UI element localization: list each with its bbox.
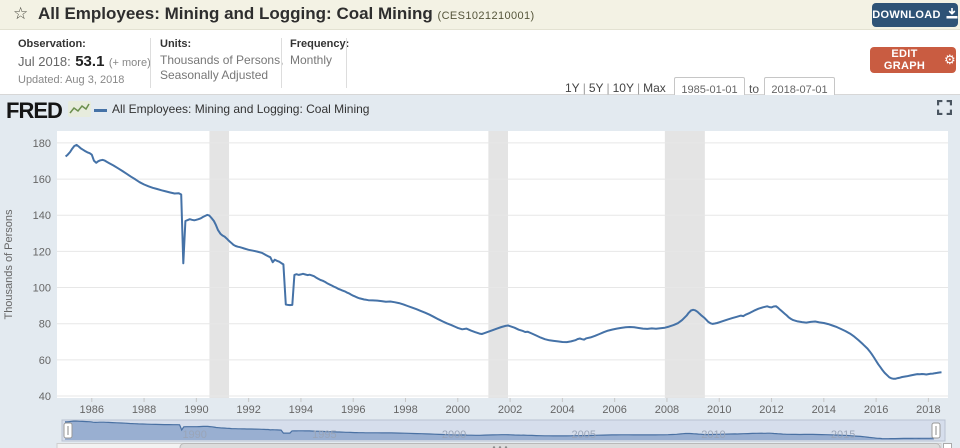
navigator-year-label: 2005 (572, 429, 596, 441)
download-button-label: DOWNLOAD (872, 9, 941, 21)
x-axis-tick-label: 2010 (707, 404, 731, 416)
favorite-star-icon[interactable]: ☆ (13, 4, 29, 23)
navigator-area (65, 421, 934, 440)
main-chart-svg: 40 60 80 100 120 140 160 180 1986 1988 1990 1992 199… (3, 131, 952, 448)
x-axis-tick-label: 2008 (655, 404, 679, 416)
units-label: Units: (160, 38, 192, 50)
units-block: Units: Thousands of Persons, Seasonally … (160, 38, 283, 83)
x-axis-tick-label: 1988 (132, 404, 156, 416)
y-axis-tick-label: 60 (39, 355, 51, 367)
legend-label: All Employees: Mining and Logging: Coal … (112, 102, 370, 116)
range-option-10y[interactable]: 10Y (612, 81, 634, 95)
title-bar: ☆ All Employees: Mining and Logging: Coa… (0, 0, 960, 30)
range-selector: 1Y | 5Y | 10Y | Max (565, 81, 666, 95)
navigator-year-label: 2015 (831, 429, 855, 441)
y-axis-tick-label: 180 (33, 138, 51, 150)
legend-line-swatch (94, 109, 107, 112)
x-axis-tick-label: 1992 (236, 404, 260, 416)
range-option-max[interactable]: Max (643, 81, 666, 95)
navigator-line (64, 420, 934, 440)
date-range-to-label: to (749, 82, 760, 96)
x-axis-tick-label: 1994 (289, 404, 313, 416)
x-axis-tick-label: 2004 (550, 404, 574, 416)
y-axis-tick-label: 120 (33, 246, 51, 258)
frequency-label: Frequency: (290, 38, 350, 50)
range-separator: | (636, 81, 641, 95)
fullscreen-icon[interactable] (937, 100, 952, 115)
navigator-year-label: 1995 (312, 429, 336, 441)
edit-graph-label: EDIT GRAPH (883, 48, 926, 72)
recession-band (209, 131, 230, 398)
units-line1: Thousands of Persons, (160, 53, 284, 67)
x-axis-tick-label: 2000 (446, 404, 470, 416)
observation-more-link[interactable]: (+ more) (108, 57, 151, 69)
frequency-value: Monthly (290, 53, 333, 67)
download-icon (946, 8, 958, 22)
divider (346, 38, 347, 88)
navigator-year-label: 1990 (182, 429, 206, 441)
y-axis-title: Thousands of Persons (3, 209, 15, 320)
x-axis-tick-label: 2006 (602, 404, 626, 416)
y-axis-tick-label: 140 (33, 210, 51, 222)
fred-logo-sparkline-icon (68, 101, 91, 117)
x-axis-tick-label: 1986 (80, 404, 104, 416)
recession-band (664, 131, 705, 398)
navigator-year-label: 2000 (442, 429, 466, 441)
download-button[interactable]: DOWNLOAD (872, 3, 958, 27)
data-line (64, 143, 942, 380)
divider (150, 38, 151, 88)
divider (281, 38, 282, 88)
gear-icon: ⚙ (944, 52, 956, 67)
x-axis-tick-label: 2016 (864, 404, 888, 416)
y-axis-tick-label: 160 (33, 174, 51, 186)
navigator-year-label: 2010 (701, 429, 725, 441)
observation-updated: Updated: Aug 3, 2018 (18, 74, 125, 86)
observation-block: Observation: Jul 2018: 53.1 (+ more) Upd… (18, 38, 151, 86)
scrollbar-button[interactable] (943, 443, 952, 448)
x-axis-tick-label: 1990 (184, 404, 208, 416)
chart-section: 40 60 80 100 120 140 160 180 1986 1988 1990 1992 199… (0, 95, 960, 448)
info-bar: Observation: Jul 2018: 53.1 (+ more) Upd… (0, 30, 960, 102)
x-axis-tick-label: 2012 (759, 404, 783, 416)
x-axis-tick-label: 1996 (341, 404, 365, 416)
series-id: (CES1021210001) (437, 10, 535, 22)
y-axis-tick-label: 40 (39, 391, 51, 403)
range-separator: | (606, 81, 610, 95)
y-axis-tick-label: 100 (33, 283, 51, 295)
range-option-1y[interactable]: 1Y (565, 81, 580, 95)
fred-logo: FRED (6, 98, 63, 123)
range-separator: | (582, 81, 586, 95)
recession-band (488, 131, 508, 398)
edit-graph-button[interactable]: EDIT GRAPH ⚙ (870, 47, 956, 73)
page-title: All Employees: Mining and Logging: Coal … (38, 4, 535, 24)
x-axis-tick-label: 2014 (812, 404, 836, 416)
x-axis-tick-label: 1998 (393, 404, 417, 416)
frequency-block: Frequency: Monthly (290, 38, 349, 68)
x-axis-tick-label: 2018 (916, 404, 940, 416)
x-axis-tick-label: 2002 (498, 404, 522, 416)
observation-date: Jul 2018: (18, 54, 71, 69)
observation-value-row: Jul 2018: 53.1 (+ more) (18, 53, 151, 71)
observation-value: 53.1 (75, 53, 105, 70)
scrollbar-thumb[interactable] (179, 443, 941, 448)
range-option-5y[interactable]: 5Y (588, 81, 604, 95)
units-line2: Seasonally Adjusted (160, 68, 269, 82)
observation-label: Observation: (18, 38, 86, 50)
series-title-text: All Employees: Mining and Logging: Coal … (38, 4, 433, 23)
y-axis-tick-label: 80 (39, 319, 51, 331)
